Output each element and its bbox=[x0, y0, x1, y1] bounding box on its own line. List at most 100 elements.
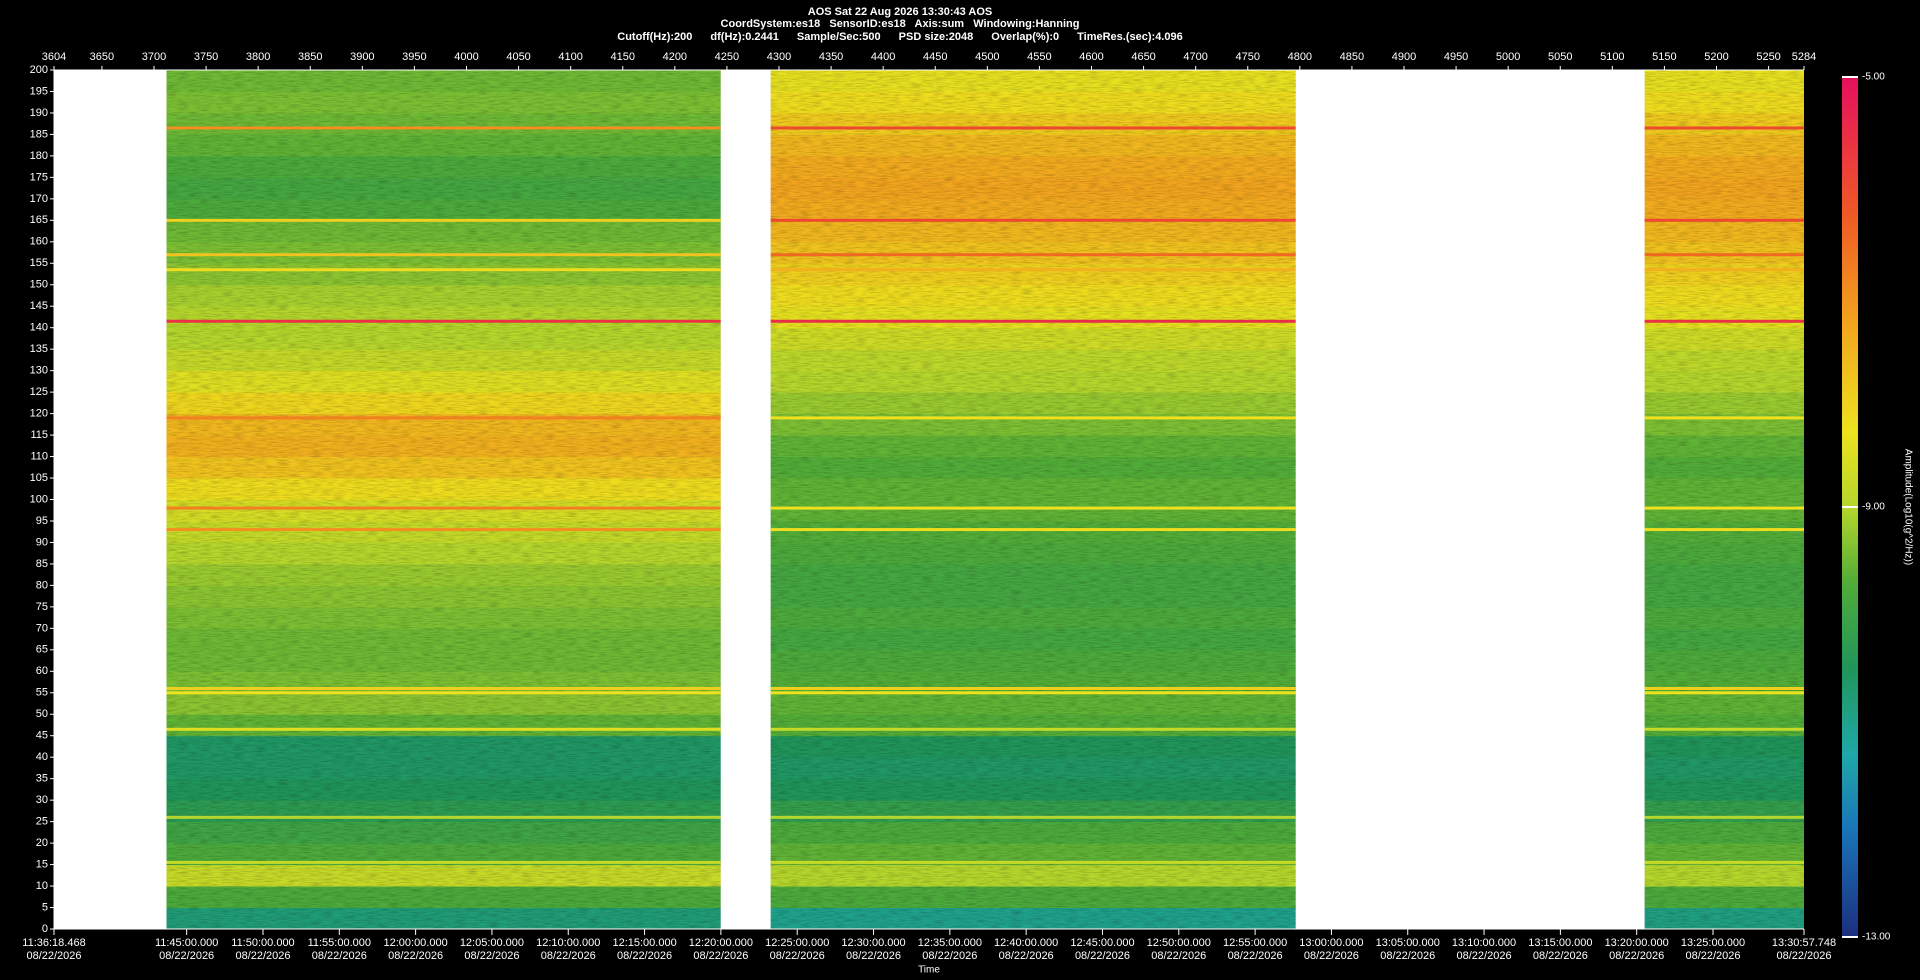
tone-line bbox=[770, 727, 1296, 731]
tone-line bbox=[770, 218, 1296, 222]
colorbar-tick-label: -13.00 bbox=[1862, 932, 1891, 943]
tone-line bbox=[1644, 218, 1804, 222]
parameter: Cutoff(Hz):200 bbox=[617, 31, 693, 43]
time-tick-label: 13:20:00.000 bbox=[1605, 937, 1669, 949]
x-tick-label: 4250 bbox=[715, 51, 739, 63]
y-tick-label: 155 bbox=[30, 257, 48, 269]
time-tick-date: 08/22/2026 bbox=[617, 950, 672, 962]
tone-line bbox=[166, 268, 721, 272]
time-tick-label: 12:20:00.000 bbox=[689, 937, 753, 949]
time-tick-date: 08/22/2026 bbox=[1151, 950, 1206, 962]
tone-line bbox=[770, 506, 1296, 510]
time-tick-date: 08/22/2026 bbox=[1609, 950, 1664, 962]
tone-line bbox=[1644, 691, 1804, 695]
x-tick-label: 4100 bbox=[558, 51, 582, 63]
tone-line bbox=[166, 691, 721, 695]
time-tick-label: 12:35:00.000 bbox=[918, 937, 982, 949]
y-tick-label: 135 bbox=[30, 343, 48, 355]
y-tick-label: 130 bbox=[30, 365, 48, 377]
time-tick-date: 08/22/2026 bbox=[846, 950, 901, 962]
tone-line bbox=[1644, 253, 1804, 257]
y-tick-label: 150 bbox=[30, 279, 48, 291]
x-tick-label: 4600 bbox=[1079, 51, 1103, 63]
time-tick-label: 13:25:00.000 bbox=[1681, 937, 1745, 949]
tone-line bbox=[770, 416, 1296, 420]
x-tick-label: 5150 bbox=[1652, 51, 1676, 63]
time-tick-label: 12:15:00.000 bbox=[612, 937, 676, 949]
time-tick-date: 08/22/2026 bbox=[1228, 950, 1283, 962]
time-tick-date: 08/22/2026 bbox=[312, 950, 367, 962]
time-tick-label: 12:25:00.000 bbox=[765, 937, 829, 949]
parameter: Overlap(%):0 bbox=[991, 31, 1060, 43]
time-tick-label: 12:50:00.000 bbox=[1147, 937, 1211, 949]
x-tick-label: 3700 bbox=[142, 51, 166, 63]
time-tick-date: 08/22/2026 bbox=[1075, 950, 1130, 962]
parameter: TimeRes.(sec):4.096 bbox=[1077, 31, 1183, 43]
x-tick-label: 5100 bbox=[1600, 51, 1624, 63]
x-tick-label: 4850 bbox=[1340, 51, 1364, 63]
y-tick-label: 125 bbox=[30, 386, 48, 398]
time-tick-date: 08/22/2026 bbox=[922, 950, 977, 962]
y-tick-label: 80 bbox=[36, 579, 48, 591]
y-tick-label: 25 bbox=[36, 816, 48, 828]
tone-line bbox=[770, 319, 1296, 323]
noise-texture bbox=[770, 70, 1296, 929]
y-tick-label: 75 bbox=[36, 601, 48, 613]
tone-line bbox=[166, 416, 721, 420]
tone-line bbox=[1644, 268, 1804, 272]
time-tick-label: 12:10:00.000 bbox=[536, 937, 600, 949]
colorbar-tick-label: -9.00 bbox=[1862, 502, 1885, 513]
x-tick-label: 4800 bbox=[1288, 51, 1312, 63]
x-tick-label: 4150 bbox=[611, 51, 635, 63]
time-tick-label: 12:30:00.000 bbox=[841, 937, 905, 949]
y-tick-label: 15 bbox=[36, 858, 48, 870]
time-tick-date: 08/22/2026 bbox=[464, 950, 519, 962]
tone-line bbox=[166, 727, 721, 731]
y-tick-label: 35 bbox=[36, 773, 48, 785]
x-tick-label: 5200 bbox=[1704, 51, 1728, 63]
tone-line bbox=[166, 815, 721, 819]
x-tick-label: 5000 bbox=[1496, 51, 1520, 63]
x-tick-label: 3750 bbox=[194, 51, 218, 63]
tone-line bbox=[770, 528, 1296, 532]
time-tick-date: 08/22/2026 bbox=[388, 950, 443, 962]
x-tick-label: 3800 bbox=[246, 51, 270, 63]
time-tick-date: 08/22/2026 bbox=[1533, 950, 1588, 962]
tone-line bbox=[770, 686, 1296, 690]
chart-title: AOS Sat 22 Aug 2026 13:30:43 AOS bbox=[808, 6, 992, 18]
x-tick-label: 3850 bbox=[298, 51, 322, 63]
y-tick-label: 60 bbox=[36, 665, 48, 677]
time-tick-date: 08/22/2026 bbox=[26, 950, 81, 962]
tone-line bbox=[1644, 319, 1804, 323]
y-tick-label: 45 bbox=[36, 730, 48, 742]
time-tick-label: 11:45:00.000 bbox=[155, 937, 218, 949]
chart-subtitle: CoordSystem:es18 SensorID:es18 Axis:sum … bbox=[721, 18, 1080, 30]
x-tick-label: 4350 bbox=[819, 51, 843, 63]
time-tick-date: 08/22/2026 bbox=[1380, 950, 1435, 962]
y-tick-label: 30 bbox=[36, 794, 48, 806]
tone-line bbox=[770, 268, 1296, 272]
y-tick-label: 175 bbox=[30, 171, 48, 183]
tone-line bbox=[1644, 126, 1804, 130]
noise-texture bbox=[1644, 70, 1804, 929]
time-tick-date: 08/22/2026 bbox=[159, 950, 214, 962]
tone-line bbox=[770, 253, 1296, 257]
tone-line bbox=[166, 686, 721, 690]
tone-line bbox=[770, 815, 1296, 819]
y-tick-label: 5 bbox=[42, 901, 48, 913]
x-tick-label: 5250 bbox=[1756, 51, 1780, 63]
time-tick-date: 08/22/2026 bbox=[693, 950, 748, 962]
y-tick-label: 0 bbox=[42, 923, 48, 935]
time-tick-label: 12:55:00.000 bbox=[1223, 937, 1287, 949]
x-tick-label: 4900 bbox=[1392, 51, 1416, 63]
time-tick-label: 11:50:00.000 bbox=[231, 937, 294, 949]
x-tick-label: 4950 bbox=[1444, 51, 1468, 63]
y-tick-label: 105 bbox=[30, 472, 48, 484]
tone-line bbox=[1644, 727, 1804, 731]
tone-line bbox=[770, 126, 1296, 130]
colorbar-label: Amplitude(Log10(g^2/Hz)) bbox=[1902, 449, 1913, 565]
time-tick-label: 11:36:18.468 bbox=[22, 937, 85, 949]
time-tick-date: 08/22/2026 bbox=[235, 950, 290, 962]
y-tick-label: 180 bbox=[30, 150, 48, 162]
